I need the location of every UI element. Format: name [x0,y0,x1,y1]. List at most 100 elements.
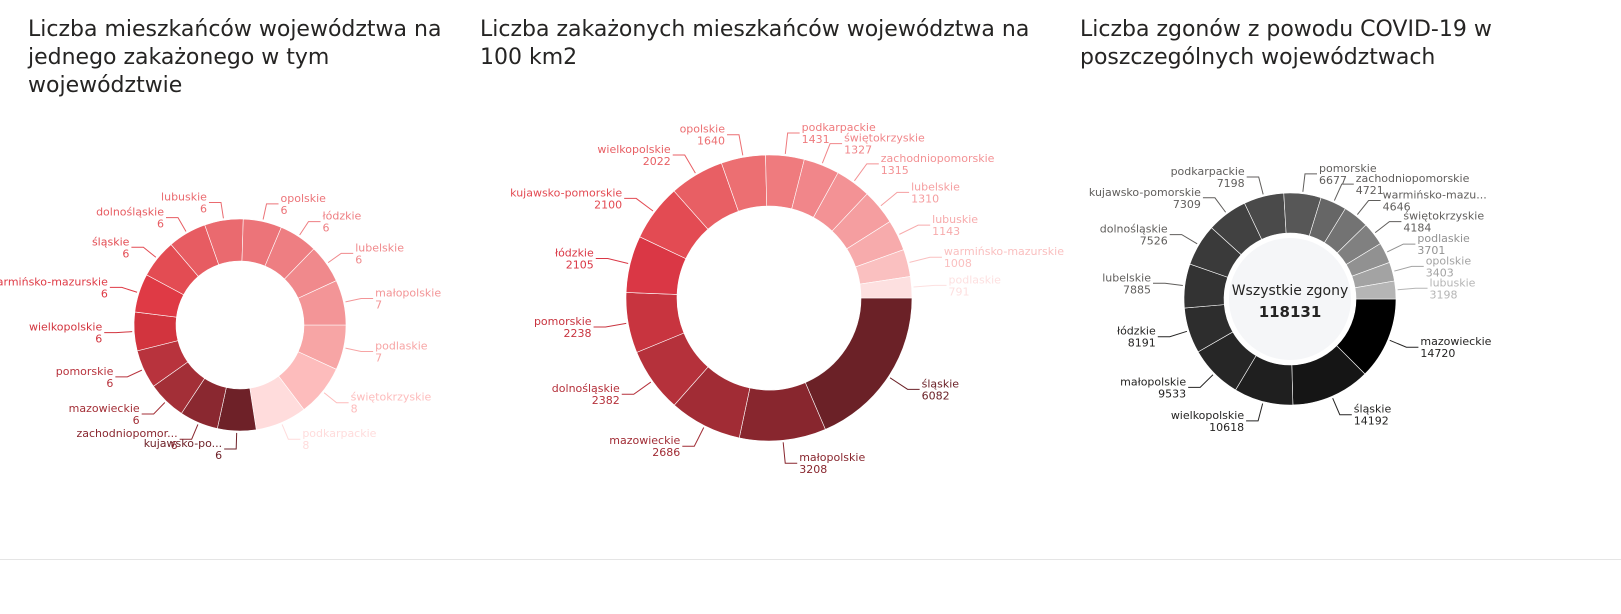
donut-slice-podlaskie[interactable] [859,276,913,299]
slice-label: kujawsko-pomorskie [510,186,622,199]
slice-label: mazowieckie [69,402,140,415]
slice-value: 8 [351,403,358,416]
leader-line [1356,200,1381,215]
leader-line [281,424,301,440]
leader-line [323,392,349,404]
slice-label: pomorskie [1319,162,1377,175]
leader-line [1332,398,1352,416]
leader-line [1374,221,1402,234]
slice-label: śląskie [922,377,960,390]
slice-value: 4184 [1403,222,1431,235]
leader-line [262,203,279,220]
slice-label: wielkopolskie [1171,409,1245,422]
leader-line [1202,197,1227,213]
leader-line [208,201,224,219]
slice-value: 3198 [1430,288,1458,301]
slice-value: 7526 [1140,235,1168,248]
slice-label: świętokrzyskie [844,132,925,145]
slice-label: podkarpackie [802,121,876,134]
leader-line [1169,234,1198,245]
slice-label: mazowieckie [609,434,680,447]
slice-label: wielkopolskie [29,321,103,334]
slice-value: 2686 [652,446,680,459]
slice-label: zachodniopomorskie [1356,172,1470,185]
slice-value: 6 [122,247,129,260]
leader-line [1188,374,1214,388]
chart-title: Liczba zgonów z powodu COVID-19 w poszcz… [1080,17,1492,70]
donut-slice-slaskie[interactable] [804,297,913,430]
slice-label: łódzkie [1117,325,1156,338]
center-value: 118131 [1259,303,1322,321]
leader-line [621,381,652,395]
leader-line [104,331,133,334]
slice-value: 3403 [1426,266,1454,279]
slice-value: 9533 [1158,387,1186,400]
leader-line [880,191,910,207]
leader-line [909,256,942,263]
slice-label: opolskie [680,123,726,136]
leader-line [299,221,321,236]
leader-line [727,134,744,156]
leader-line [141,402,166,415]
leader-line [624,197,654,212]
chart-panel-residents-per-infected: Liczba mieszkańców województwa na jedneg… [0,0,460,560]
slice-value: 2105 [566,258,594,271]
slice-label: dolnośląskie [552,382,620,395]
leader-line [593,322,627,328]
slice-value: 7 [375,352,382,365]
slice-value: 1008 [944,257,972,270]
leader-line [672,154,696,174]
slice-label: kujawsko-pomorskie [1089,186,1201,199]
slice-value: 1143 [932,225,960,238]
slice-value: 6 [281,204,288,217]
page-divider [0,559,1621,560]
slice-value: 1431 [802,133,830,146]
leader-line [1246,403,1264,422]
center-label: Wszystkie zgony [1232,283,1349,299]
slice-label: warmińsko-mazurskie [944,245,1064,258]
slice-value: 6 [215,449,222,462]
leader-line [889,377,920,390]
slice-value: 7 [375,298,382,311]
slice-label: świętokrzyskie [1403,210,1484,223]
leader-line [1157,330,1188,338]
leader-line [1394,265,1424,272]
leader-line [1302,173,1317,192]
slice-label: kujawsko-po... [144,437,222,450]
leader-line [115,369,143,378]
slice-label: podlaskie [1417,232,1470,245]
slice-label: lubelskie [911,180,960,193]
leader-line [682,427,705,447]
leader-line [131,246,157,258]
slice-label: warmińsko-mazurskie [0,275,108,288]
slice-value: 6 [322,222,329,235]
slice-label: lubelskie [1102,271,1151,284]
slice-value: 8191 [1128,337,1156,350]
donut-slice-malopolskie[interactable] [297,280,347,326]
slice-label: podlaskie [375,340,428,353]
donut-slice-lubuskie[interactable] [1354,280,1397,300]
center-card [1227,236,1353,362]
slice-value: 6 [95,333,102,346]
slice-value: 6 [101,287,108,300]
slice-value: 6082 [922,389,950,402]
slice-label: podkarpackie [302,427,376,440]
slice-value: 1327 [844,144,872,157]
slice-label: łódzkie [322,210,361,223]
slice-label: zachodniopomorskie [881,152,995,165]
leader-line [327,252,354,264]
slice-value: 4721 [1356,184,1384,197]
leader-line [345,347,374,353]
leader-line [899,224,931,235]
leader-line [821,143,843,164]
slice-value: 1640 [697,135,725,148]
slice-label: małopolskie [799,451,865,464]
leader-line [345,297,374,303]
slice-value: 2382 [592,394,620,407]
slice-value: 10618 [1209,421,1244,434]
slice-value: 2238 [564,327,592,340]
leader-line [784,132,800,154]
leader-line [1397,287,1428,291]
slice-label: małopolskie [375,286,441,299]
